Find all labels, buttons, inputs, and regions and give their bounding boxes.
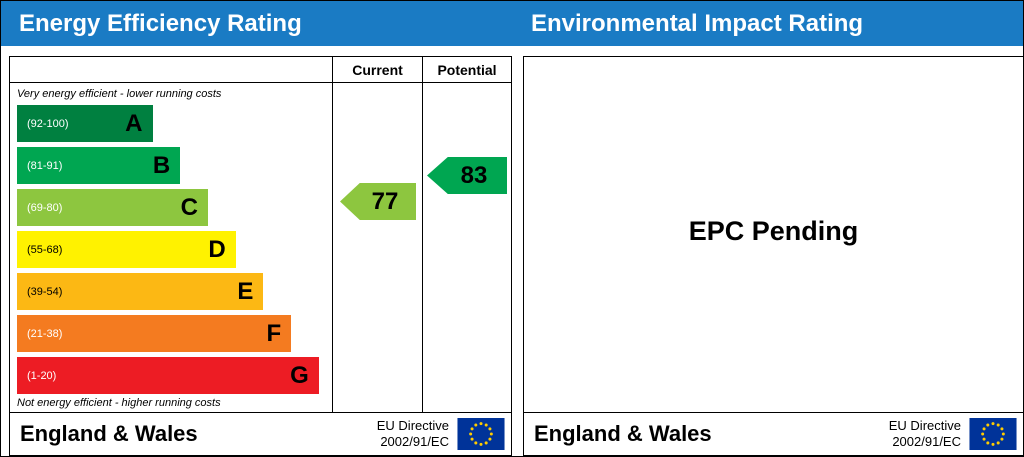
- eu-directive-text: EU Directive 2002/91/EC: [377, 418, 449, 449]
- band-range-label: (39-54): [27, 285, 63, 298]
- band-G: (1-20) G: [17, 357, 319, 394]
- eu-directive-line1: EU Directive: [888, 418, 961, 434]
- band-range-label: (21-38): [27, 327, 63, 340]
- band-D: (55-68) D: [17, 231, 236, 268]
- footer-left: England & Wales EU Directive 2002/91/EC: [9, 412, 512, 456]
- bands: (92-100) A (81-91) B (69-80) C (55-68) D (39-54)…: [17, 105, 325, 399]
- header-bar: Energy Efficiency Rating Environmental I…: [1, 1, 1023, 46]
- eu-directive-text: EU Directive 2002/91/EC: [889, 418, 961, 449]
- current-arrow: 77: [340, 183, 416, 220]
- eu-directive-line1: EU Directive: [376, 418, 449, 434]
- band-letter-label: A: [125, 109, 143, 137]
- band-range-label: (81-91): [27, 159, 63, 172]
- band-letter-label: D: [208, 235, 226, 263]
- environmental-impact-panel: EPC Pending: [523, 56, 1023, 413]
- region-label: England & Wales: [20, 421, 198, 446]
- band-letter-label: E: [237, 277, 254, 305]
- band-letter-label: F: [266, 319, 282, 347]
- band-letter-label: C: [180, 193, 198, 221]
- potential-arrow: 83: [427, 157, 507, 194]
- band-range-label: (69-80): [27, 201, 63, 214]
- current-column-header: Current: [352, 62, 403, 78]
- footer-right: England & Wales EU Directive 2002/91/EC: [523, 412, 1023, 456]
- eu-directive-line2: 2002/91/EC: [892, 434, 961, 449]
- chart-header-row: [10, 57, 511, 83]
- band-C: (69-80) C: [17, 189, 208, 226]
- energy-efficiency-title: Energy Efficiency Rating: [19, 10, 302, 37]
- environmental-impact-title: Environmental Impact Rating: [531, 10, 864, 37]
- potential-column-header: Potential: [437, 62, 497, 78]
- band-range-label: (92-100): [27, 117, 69, 130]
- region-label: England & Wales: [534, 421, 712, 446]
- top-note: Very energy efficient - lower running co…: [17, 88, 222, 100]
- eu-flag-icon: [969, 418, 1017, 450]
- band-A: (92-100) A: [17, 105, 153, 142]
- band-letter-label: G: [290, 361, 309, 389]
- bottom-note: Not energy efficient - higher running co…: [17, 397, 221, 409]
- band-letter-label: B: [152, 151, 171, 179]
- eu-directive-line2: 2002/91/EC: [380, 434, 449, 449]
- band-F: (21-38) F: [17, 315, 292, 352]
- band-range-label: (1-20): [27, 369, 57, 382]
- band-B: (81-91) B: [17, 147, 181, 184]
- eu-flag-icon: [457, 418, 505, 450]
- column-divider-current: [332, 57, 333, 412]
- epc-pending-message: EPC Pending: [688, 216, 859, 246]
- band-E: (39-54) E: [17, 273, 264, 310]
- band-range-label: (55-68): [27, 243, 63, 256]
- column-divider-potential: [422, 57, 423, 412]
- energy-rating-chart: Current Potential Very energy efficient …: [9, 56, 512, 413]
